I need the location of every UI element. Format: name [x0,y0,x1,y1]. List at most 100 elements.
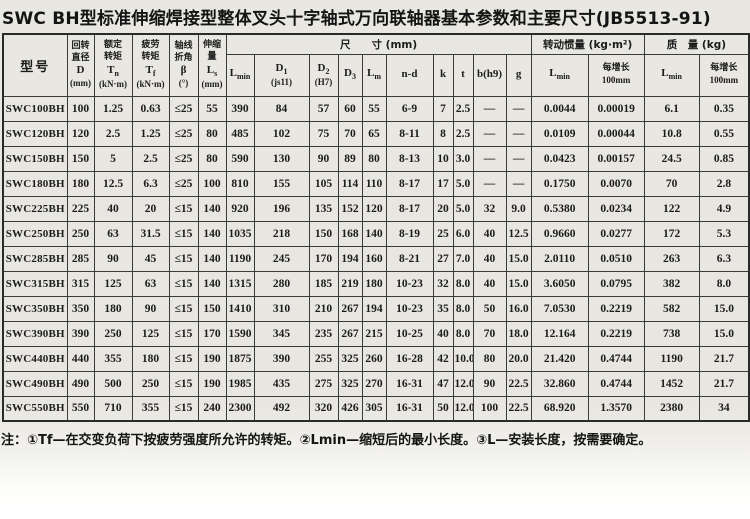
value-cell: 32 [432,270,454,297]
value-cell: 12.164 [530,320,589,347]
col-subheader: Lmin [225,53,255,97]
value-cell: 185 [308,270,339,297]
symbol-main: t [461,68,465,81]
col-subheader: t [452,53,474,97]
table-row: SWC550BH 550 710 355 ≤15 240 2300 492 320 426 305 1… [2,395,750,422]
value-cell: 0.1750 [530,170,589,197]
value-cell: 47 [432,370,454,397]
value-cell: 160 [361,245,387,272]
page-title: SWC BH型标准伸缩焊接型整体叉头十字轴式万向联轴器基本参数和主要尺寸(JB5… [2,9,711,29]
value-cell: 100 [472,395,507,422]
value-cell: 80 [472,345,507,372]
symbol-main: D [344,67,352,80]
value-cell: 1315 [225,270,255,297]
value-cell: 22.5 [505,395,532,422]
value-cell: 40 [432,320,454,347]
col-subheader: Lm [361,53,387,97]
value-cell: 320 [308,395,339,422]
table-row: SWC120BH 120 2.5 1.25 ≤25 80 485 102 75 70 65 8-11 8… [2,120,750,147]
value-cell: 350 [66,295,95,322]
header-symbol: β [171,64,197,78]
value-cell: 0.4744 [587,370,645,397]
value-cell: 1.25 [93,95,133,122]
value-cell: 8-21 [385,245,434,272]
value-cell: — [505,120,532,147]
value-cell: 6.0 [452,220,474,247]
value-cell: 0.0044 [530,95,589,122]
value-cell: 90 [308,145,339,172]
model-cell: SWC225BH [2,195,68,222]
symbol-main: n-d [401,68,418,81]
subheader-symbol: Lmin [228,67,253,82]
value-cell: 152 [337,195,363,222]
group-header-dimensions: 尺 寸 (mm) [225,33,532,55]
value-cell: 0.2219 [587,295,645,322]
value-cell: 63 [131,270,170,297]
value-cell: 485 [225,120,255,147]
value-cell: 435 [253,370,310,397]
value-cell: 15.0 [505,245,532,272]
col-subheader: n-d [385,53,434,97]
value-cell: 90 [93,245,133,272]
value-cell: 180 [361,270,387,297]
value-cell: 110 [361,170,387,197]
value-cell: ≤15 [168,320,199,347]
symbol-main: b(h9) [476,68,503,81]
subheader-symbol: 每增长 [590,63,643,75]
value-cell: 45 [131,245,170,272]
value-cell: 12.0 [452,370,474,397]
symbol-main: L [229,67,237,80]
value-cell: 34 [698,395,750,422]
symbol-main: D [76,64,85,77]
value-cell: 6.3 [131,170,170,197]
value-cell: 172 [643,220,700,247]
value-cell: 310 [253,295,310,322]
col-subheader: 每增长 100mm [587,53,645,97]
header-label: 直径 [71,52,90,63]
value-cell: 4.9 [698,195,750,222]
value-cell: 114 [337,170,363,197]
value-cell: 250 [66,220,95,247]
value-cell: 3.0 [452,145,474,172]
symbol-sub: min [668,72,682,82]
header-label: 回转 [71,40,90,51]
group-header-mass: 质 量 (kg) [643,33,750,55]
model-cell: SWC180BH [2,170,68,197]
table-row: SWC285BH 285 90 45 ≤15 140 1190 245 170 194 160 8-2… [2,245,750,272]
value-cell: 255 [308,345,339,372]
value-cell: ≤25 [168,145,199,172]
value-cell: 105 [308,170,339,197]
value-cell: 0.0510 [587,245,645,272]
value-cell: ≤25 [168,95,199,122]
symbol-sub: min [556,72,570,82]
col-header-fatigue-torque: 疲劳 转矩 Tf (kN·m) [131,33,170,97]
value-cell: 1190 [225,245,255,272]
value-cell: 738 [643,320,700,347]
value-cell: 810 [225,170,255,197]
header-label: 折角 [174,52,193,63]
symbol-main: L [549,67,557,80]
value-cell: 24.5 [643,145,700,172]
table-row: SWC490BH 490 500 250 ≤15 190 1985 435 275 325 270 1… [2,370,750,397]
value-cell: 490 [66,370,95,397]
header-symbol: Tf [134,64,168,79]
value-cell: 21.7 [698,370,750,397]
value-cell: 194 [361,295,387,322]
value-cell: 355 [131,395,170,422]
value-cell: 710 [93,395,133,422]
header-label: 量 [207,51,217,62]
value-cell: 267 [337,295,363,322]
subheader-symbol: k [435,68,452,82]
value-cell: 180 [131,345,170,372]
value-cell: 325 [337,345,363,372]
model-cell: SWC390BH [2,320,68,347]
subheader-symbol: Lmin [533,67,587,82]
value-cell: 15.0 [698,320,750,347]
value-cell: 0.55 [698,120,750,147]
value-cell: 12.5 [93,170,133,197]
value-cell: 180 [66,170,95,197]
value-cell: ≤15 [168,195,199,222]
model-cell: SWC100BH [2,95,68,122]
value-cell: 42 [432,345,454,372]
